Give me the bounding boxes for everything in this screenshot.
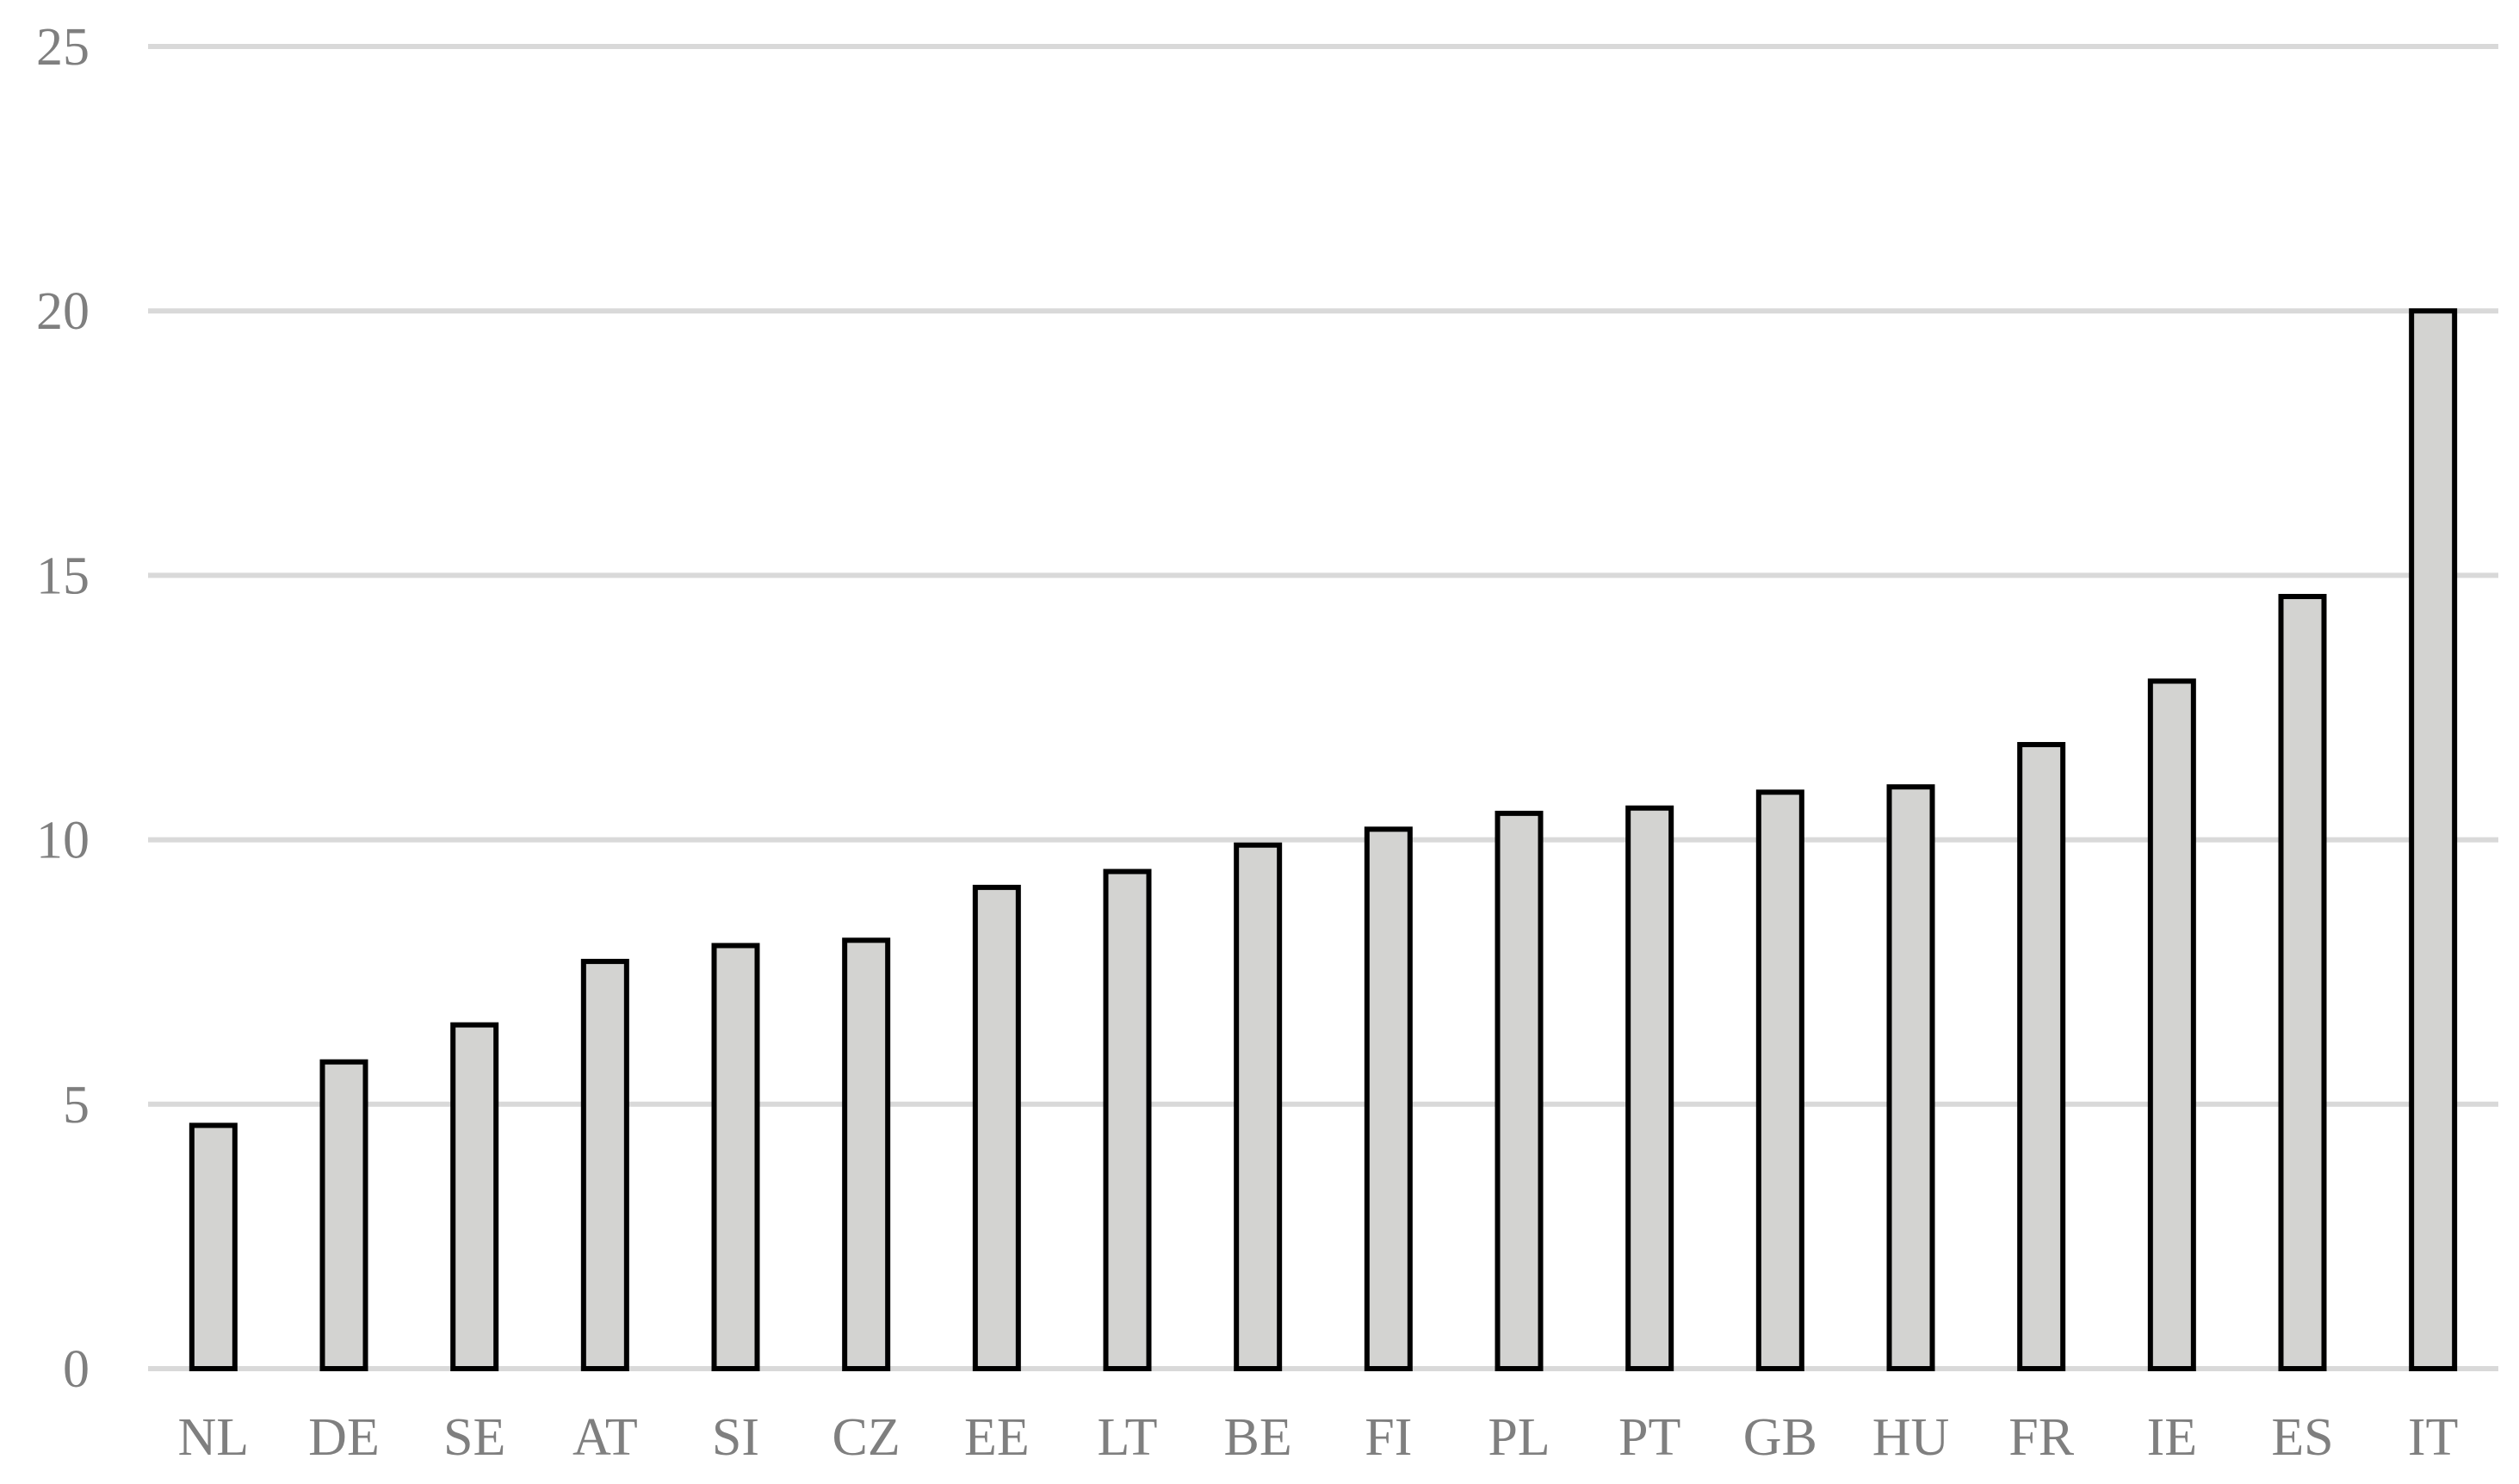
x-tick-label-AT: AT — [572, 1408, 638, 1467]
y-tick-label-20: 20 — [36, 282, 90, 341]
y-axis-ticks: 0 5 10 15 20 25 — [36, 18, 90, 1399]
x-tick-label-IT: IT — [2408, 1408, 2459, 1467]
x-tick-label-EE: EE — [964, 1408, 1030, 1467]
bars — [189, 308, 2458, 1372]
x-tick-label-PL: PL — [1488, 1408, 1550, 1467]
x-tick-label-ES: ES — [2271, 1408, 2333, 1467]
bar-BE — [1234, 842, 1283, 1371]
bar-ES — [2278, 593, 2327, 1371]
y-tick-label-15: 15 — [36, 547, 90, 605]
y-tick-label-5: 5 — [63, 1076, 90, 1135]
y-tick-label-25: 25 — [36, 18, 90, 77]
x-tick-label-FI: FI — [1365, 1408, 1412, 1467]
x-tick-label-CZ: CZ — [832, 1408, 901, 1467]
bar-FR — [2017, 742, 2066, 1371]
y-tick-label-0: 0 — [63, 1340, 90, 1399]
bar-IE — [2147, 678, 2196, 1371]
x-tick-label-FR: FR — [2008, 1408, 2074, 1467]
bar-PT — [1625, 805, 1674, 1371]
bar-AT — [580, 958, 629, 1371]
bar-IT — [2409, 308, 2458, 1372]
x-tick-label-LT: LT — [1097, 1408, 1157, 1467]
y-tick-label-10: 10 — [36, 812, 90, 870]
bar-PL — [1495, 810, 1544, 1371]
x-tick-label-DE: DE — [308, 1408, 380, 1467]
bar-SE — [450, 1022, 499, 1371]
x-tick-label-BE: BE — [1224, 1408, 1292, 1467]
x-tick-label-GB: GB — [1743, 1408, 1817, 1467]
x-axis-ticks: NL DE SE AT SI CZ EE LT BE FI PL PT GB HU FR IE ES IT — [178, 1408, 2459, 1467]
bar-GB — [1755, 789, 1804, 1371]
x-tick-label-NL: NL — [178, 1408, 250, 1467]
gridlines — [148, 44, 2498, 1371]
x-tick-label-SE: SE — [443, 1408, 505, 1467]
bar-NL — [189, 1122, 238, 1371]
bar-EE — [972, 884, 1021, 1371]
x-tick-label-IE: IE — [2147, 1408, 2198, 1467]
x-tick-label-PT: PT — [1618, 1408, 1680, 1467]
bar-CZ — [842, 937, 891, 1372]
bar-LT — [1103, 869, 1152, 1371]
bar-DE — [319, 1059, 368, 1371]
bar-HU — [1886, 784, 1935, 1371]
x-tick-label-HU: HU — [1872, 1408, 1950, 1467]
x-tick-label-SI: SI — [712, 1408, 759, 1467]
bar-FI — [1364, 826, 1413, 1371]
bar-SI — [711, 943, 760, 1371]
